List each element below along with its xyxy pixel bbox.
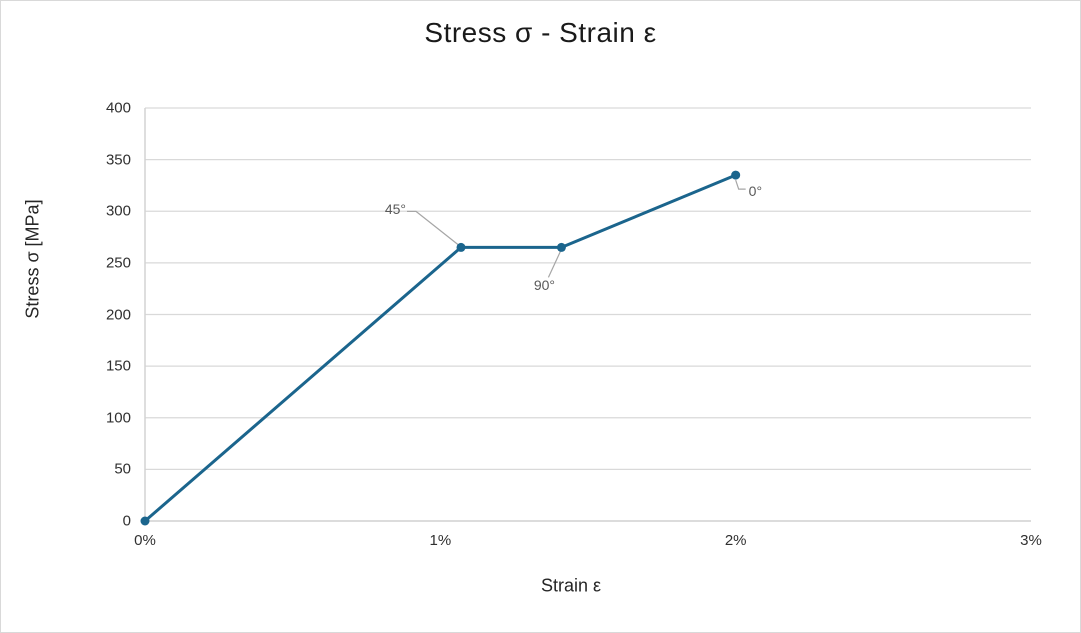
data-point-marker (556, 242, 566, 252)
y-axis-tick-label: 250 (105, 254, 131, 272)
label-leader-line (407, 210, 460, 246)
data-point-marker (731, 170, 741, 180)
y-axis-tick-label: 300 (105, 202, 131, 220)
y-axis-tick-label: 50 (114, 460, 131, 478)
x-axis-tick-label: 2% (724, 532, 747, 549)
y-axis-tick-label: 400 (105, 99, 131, 117)
label-leader-line (547, 251, 561, 278)
data-point-marker (456, 242, 466, 252)
x-axis-title: Strain ε (540, 575, 602, 596)
x-axis-tick-label: 0% (134, 532, 156, 549)
y-axis-tick-label: 350 (105, 151, 131, 169)
chart-title: Stress σ - Strain ε (424, 17, 657, 48)
data-point-label: 0° (748, 183, 763, 200)
y-axis-tick-label: 100 (105, 409, 131, 427)
x-axis-tick-label: 3% (1020, 532, 1042, 549)
x-axis-tick-label: 1% (429, 532, 452, 549)
y-axis-tick-label: 0 (122, 512, 131, 530)
data-point-label: 45° (384, 201, 406, 218)
label-leader-line (735, 179, 746, 190)
y-axis-tick-label: 200 (105, 306, 131, 323)
series-line (143, 173, 738, 523)
data-point-marker (140, 516, 150, 526)
data-point-label: 90° (533, 277, 555, 294)
y-axis-tick-label: 150 (105, 357, 131, 375)
